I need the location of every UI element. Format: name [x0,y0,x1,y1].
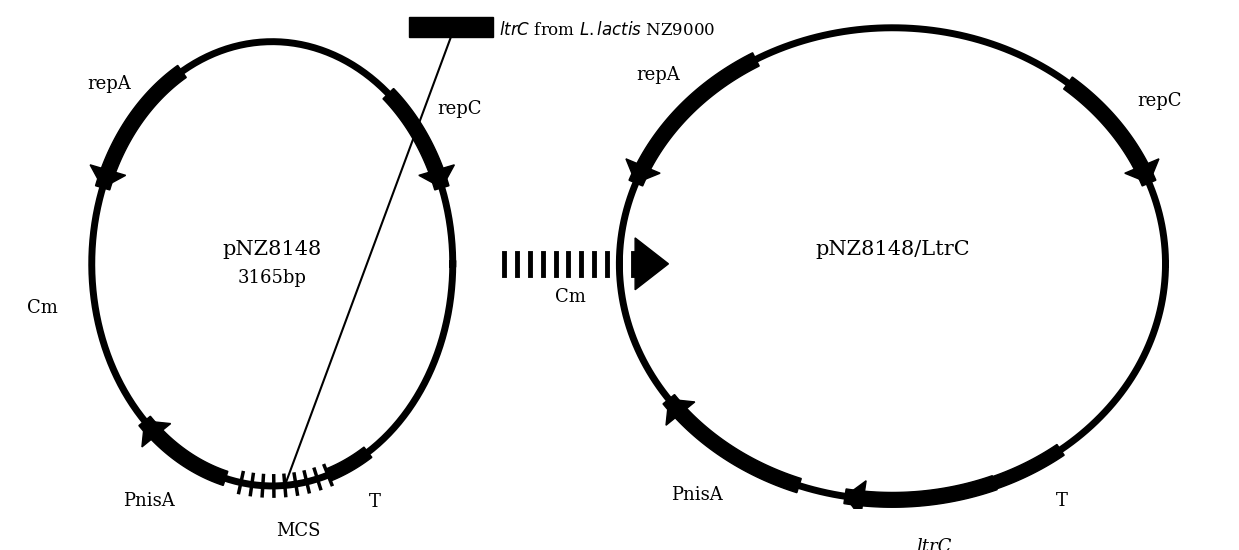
Polygon shape [845,481,866,518]
Polygon shape [844,476,997,507]
Text: repC: repC [1137,92,1182,109]
Polygon shape [629,53,760,186]
Text: T: T [1056,492,1068,510]
Text: PnisA: PnisA [123,492,175,510]
Polygon shape [142,421,171,447]
Bar [409,16,493,37]
Text: ltrC: ltrC [916,538,952,550]
Text: pNZ8148/LtrC: pNZ8148/LtrC [815,240,970,260]
Polygon shape [383,89,449,190]
Polygon shape [326,447,372,481]
Polygon shape [992,444,1064,489]
Polygon shape [667,399,695,425]
Text: 3165bp: 3165bp [238,269,307,287]
Polygon shape [663,394,802,493]
Text: PnisA: PnisA [672,486,724,504]
Polygon shape [1125,159,1158,183]
Polygon shape [419,165,455,188]
Text: repA: repA [637,65,680,84]
Polygon shape [139,416,228,486]
Text: Cm: Cm [27,299,58,317]
Text: Cm: Cm [555,288,586,306]
Text: repC: repC [437,100,482,118]
Text: repA: repA [87,75,131,92]
Text: MCS: MCS [276,522,321,540]
Polygon shape [90,165,125,188]
Polygon shape [1063,77,1156,186]
Text: pNZ8148: pNZ8148 [223,240,322,260]
Text: T: T [369,493,382,511]
Text: $\mathit{ltrC}$ from $\mathit{L. lactis}$ NZ9000: $\mathit{ltrC}$ from $\mathit{L. lactis}… [499,20,715,38]
Polygon shape [626,159,660,183]
Polygon shape [636,238,668,290]
Polygon shape [95,65,186,190]
